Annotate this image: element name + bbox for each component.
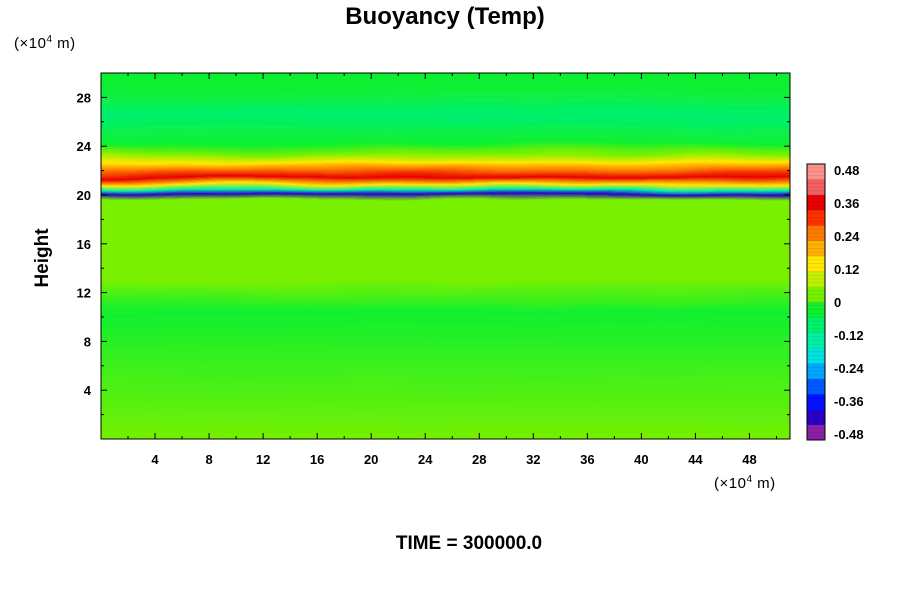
y-unit-tail: m) bbox=[53, 35, 76, 52]
plot-area bbox=[101, 73, 790, 439]
x-tick-label: 32 bbox=[526, 452, 540, 467]
chart-title: Buoyancy (Temp) bbox=[345, 3, 545, 30]
time-label: TIME = 300000.0 bbox=[396, 533, 542, 554]
heatmap-field bbox=[101, 73, 790, 439]
x-tick-label: 40 bbox=[634, 452, 648, 467]
colorbar-tick-label: -0.12 bbox=[834, 328, 864, 343]
y-unit-text: (×10 bbox=[14, 35, 46, 52]
colorbar: 0.48 0.36 0.24 0.12 0 -0.12 -0.24 -0.36 -0.48 bbox=[806, 163, 864, 442]
colorbar-segment bbox=[807, 286, 825, 303]
colorbar-segment bbox=[807, 394, 825, 410]
colorbar-tick-label: -0.36 bbox=[834, 394, 864, 409]
x-tick-label: 8 bbox=[205, 452, 212, 467]
colorbar-segment bbox=[807, 302, 825, 318]
x-unit-text: (×10 bbox=[714, 475, 746, 492]
x-tick-label: 48 bbox=[742, 452, 756, 467]
y-unit-label: (×104 m) bbox=[14, 34, 76, 52]
colorbar-tick-label: -0.48 bbox=[834, 427, 864, 442]
y-tick-label: 16 bbox=[77, 237, 91, 252]
x-unit-label: (×104 m) bbox=[714, 474, 776, 492]
colorbar-segment bbox=[807, 164, 825, 180]
y-tick-label: 28 bbox=[77, 90, 91, 105]
colorbar-segment bbox=[807, 363, 825, 379]
y-unit-exp: 4 bbox=[46, 34, 52, 45]
y-tick-label: 12 bbox=[77, 286, 91, 301]
colorbar-segment bbox=[807, 225, 825, 241]
x-tick-label: 4 bbox=[151, 452, 159, 467]
y-axis-ticks: 4 8 12 16 20 24 28 bbox=[77, 90, 790, 416]
x-unit-tail: m) bbox=[753, 475, 776, 492]
colorbar-tick-label: 0 bbox=[834, 295, 841, 310]
colorbar-segment bbox=[807, 332, 825, 349]
colorbar-segment bbox=[807, 194, 825, 211]
colorbar-frame bbox=[806, 163, 826, 441]
colorbar-tick-label: -0.24 bbox=[834, 361, 864, 376]
y-tick-label: 24 bbox=[77, 139, 92, 154]
x-tick-label: 12 bbox=[256, 452, 270, 467]
y-tick-label: 8 bbox=[84, 334, 91, 349]
colorbar-segment bbox=[807, 240, 825, 257]
y-axis-label: Height bbox=[32, 228, 53, 288]
x-tick-label: 20 bbox=[364, 452, 378, 467]
x-tick-label: 44 bbox=[688, 452, 703, 467]
y-tick-label: 20 bbox=[77, 188, 91, 203]
plot-frame bbox=[100, 72, 791, 440]
x-axis-ticks: 4 8 12 16 20 24 28 32 36 40 44 48 bbox=[127, 73, 777, 467]
colorbar-segment bbox=[807, 348, 825, 364]
colorbar-segment bbox=[807, 378, 825, 395]
colorbar-segment bbox=[807, 210, 825, 226]
colorbar-segment bbox=[807, 317, 825, 333]
x-tick-label: 28 bbox=[472, 452, 486, 467]
colorbar-tick-label: 0.36 bbox=[834, 196, 859, 211]
x-tick-label: 16 bbox=[310, 452, 324, 467]
colorbar-tick-label: 0.12 bbox=[834, 262, 859, 277]
colorbar-tick-label: 0.24 bbox=[834, 229, 860, 244]
colorbar-segment bbox=[807, 271, 825, 287]
x-unit-exp: 4 bbox=[746, 474, 752, 485]
y-tick-label: 4 bbox=[84, 383, 92, 398]
x-tick-label: 36 bbox=[580, 452, 594, 467]
colorbar-tick-label: 0.48 bbox=[834, 163, 859, 178]
colorbar-segment bbox=[807, 179, 825, 195]
colorbar-segment bbox=[807, 424, 825, 441]
colorbar-segment bbox=[807, 256, 825, 272]
x-tick-label: 24 bbox=[418, 452, 433, 467]
colorbar-segment bbox=[807, 409, 825, 425]
